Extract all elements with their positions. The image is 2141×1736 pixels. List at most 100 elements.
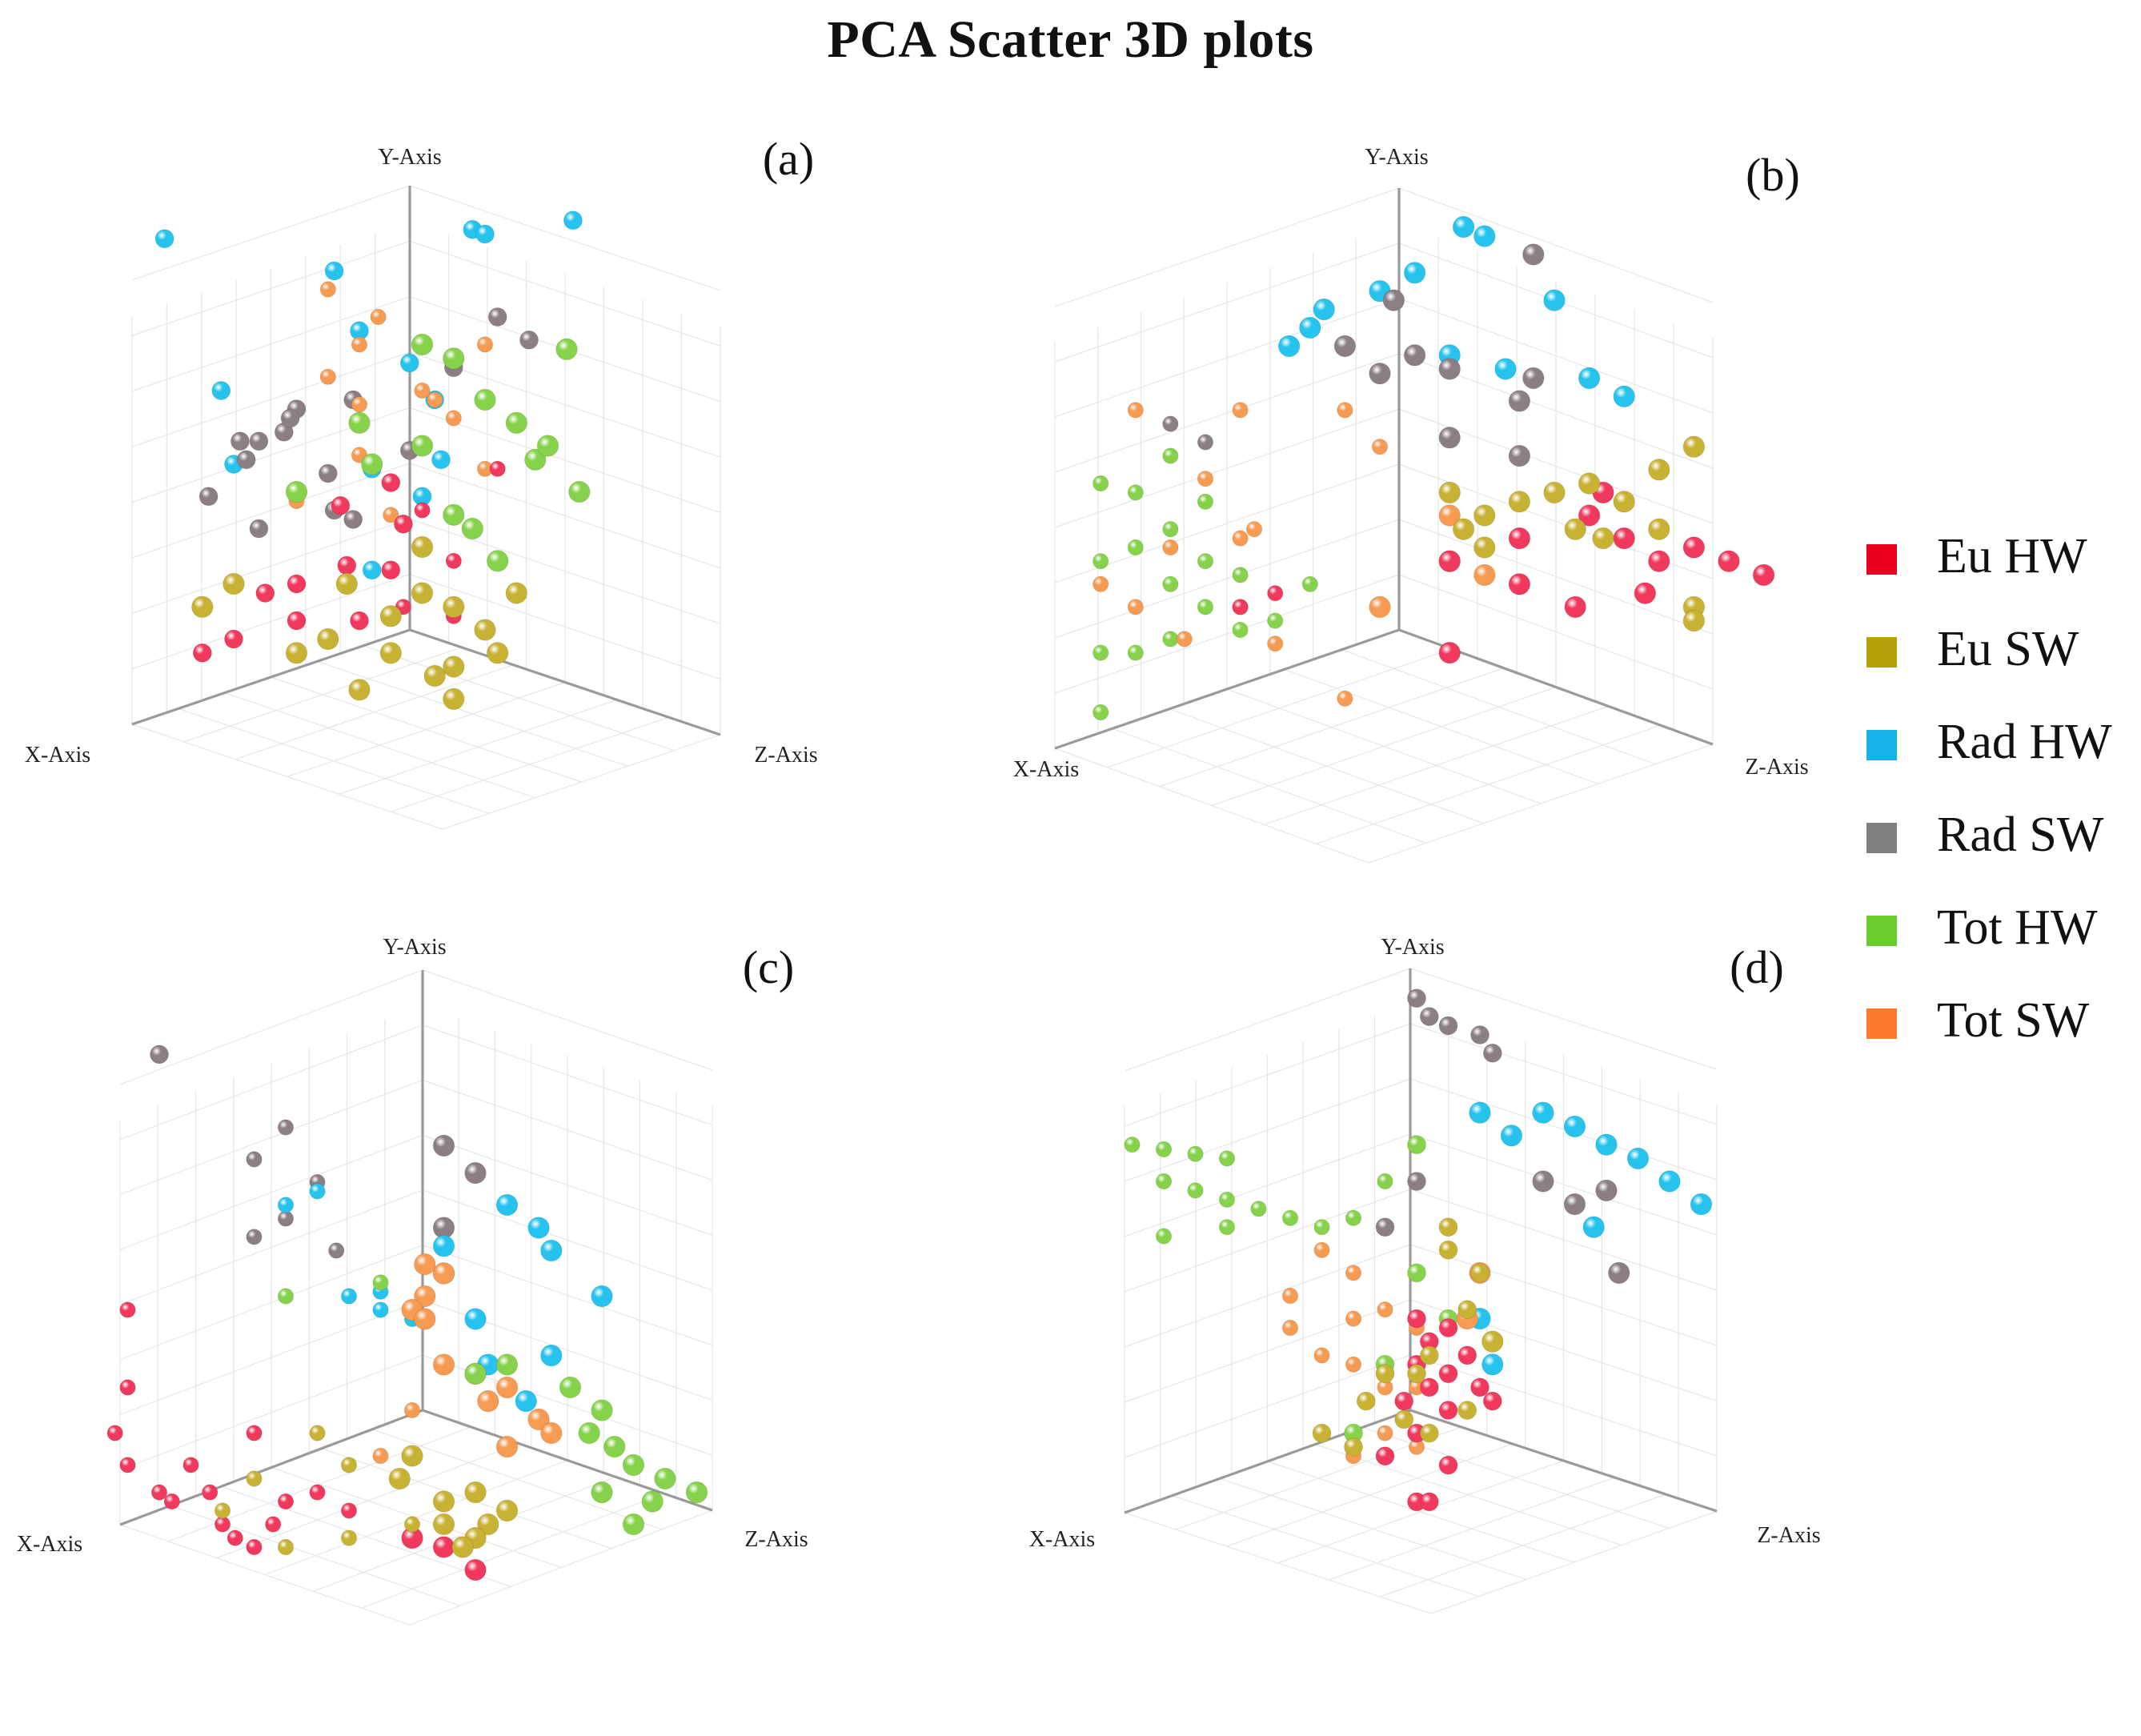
- series-eu-sw: [191, 535, 528, 711]
- data-point: [1124, 1137, 1141, 1153]
- series-rad-hw: [1469, 1101, 1713, 1376]
- legend-label: Rad SW: [1937, 808, 2104, 862]
- data-point: [370, 308, 387, 326]
- data-points: [154, 210, 591, 711]
- x-axis-label: X-Axis: [1029, 1527, 1095, 1552]
- data-point: [1127, 644, 1144, 661]
- data-point: [224, 629, 243, 649]
- data-point: [1377, 1301, 1393, 1318]
- data-point: [1333, 335, 1357, 358]
- data-point: [343, 510, 363, 529]
- data-point: [519, 330, 539, 350]
- data-point: [1582, 1216, 1605, 1238]
- data-point: [1613, 385, 1635, 408]
- legend-label: Tot SW: [1937, 993, 2090, 1048]
- data-point: [443, 347, 465, 370]
- series-eu-sw: [1312, 1217, 1504, 1457]
- data-point: [230, 431, 250, 451]
- data-point: [1438, 1016, 1458, 1036]
- data-point: [393, 514, 413, 534]
- data-point: [1419, 1377, 1439, 1397]
- data-point: [414, 1253, 436, 1276]
- data-point: [1578, 504, 1601, 527]
- data-point: [622, 1513, 645, 1536]
- data-point: [443, 656, 465, 678]
- z-axis-label: Z-Axis: [1757, 1523, 1820, 1548]
- data-point: [1313, 1219, 1330, 1236]
- data-point: [1232, 599, 1249, 615]
- data-point: [119, 1301, 136, 1318]
- data-point: [1634, 582, 1657, 604]
- data-point: [1299, 316, 1321, 339]
- data-point: [1470, 1025, 1489, 1044]
- data-point: [1155, 1141, 1173, 1158]
- z-axis-label: Z-Axis: [754, 743, 817, 768]
- data-point: [432, 1513, 455, 1536]
- grid: [119, 969, 713, 1626]
- legend-label: Rad HW: [1937, 715, 2112, 769]
- data-point: [246, 1151, 263, 1168]
- data-point: [340, 1288, 358, 1305]
- data-point: [277, 1119, 295, 1136]
- data-point: [1508, 491, 1531, 513]
- data-point: [277, 1288, 295, 1305]
- data-point: [379, 642, 403, 664]
- data-point: [505, 582, 528, 604]
- data-point: [540, 1344, 563, 1367]
- data-point: [1595, 1133, 1618, 1156]
- data-point: [1470, 1263, 1489, 1283]
- data-point: [451, 1536, 474, 1558]
- data-point: [1197, 599, 1214, 615]
- data-point: [1563, 1115, 1586, 1138]
- data-point: [265, 1516, 282, 1533]
- data-point: [1218, 1191, 1236, 1209]
- data-point: [540, 1421, 563, 1445]
- series-rad-hw: [154, 210, 583, 580]
- data-point: [1457, 1345, 1477, 1365]
- data-points: [1093, 215, 1775, 721]
- data-point: [1532, 1170, 1554, 1193]
- data-point: [1232, 621, 1249, 639]
- data-point: [1197, 553, 1214, 570]
- data-point: [340, 1457, 358, 1473]
- data-point: [540, 1239, 563, 1262]
- data-point: [1500, 1125, 1523, 1147]
- data-point: [1162, 447, 1179, 464]
- series-tot-sw: [1093, 402, 1496, 707]
- data-point: [563, 210, 583, 231]
- data-point: [1232, 402, 1249, 419]
- data-point: [591, 1285, 613, 1308]
- data-point: [1093, 644, 1109, 661]
- data-point: [1281, 1319, 1299, 1337]
- legend-item-eu-hw: Eu HW: [1865, 528, 2137, 621]
- data-point: [372, 1447, 389, 1465]
- data-point: [1337, 690, 1353, 707]
- data-point: [340, 1530, 358, 1546]
- data-point: [388, 1467, 411, 1490]
- data-point: [591, 1481, 613, 1504]
- data-point: [249, 519, 269, 539]
- data-point: [1482, 1043, 1502, 1063]
- data-point: [1508, 444, 1531, 467]
- data-point: [1648, 550, 1670, 572]
- y-axis-label: Y-Axis: [378, 145, 441, 170]
- data-point: [1481, 1330, 1504, 1353]
- axes: [131, 186, 721, 736]
- legend-item-rad-sw: Rad SW: [1865, 807, 2137, 900]
- data-point: [1613, 491, 1635, 513]
- data-point: [476, 336, 494, 353]
- data-point: [1281, 1209, 1299, 1226]
- data-point: [432, 1353, 455, 1376]
- data-point: [555, 338, 578, 361]
- data-point: [432, 1134, 455, 1157]
- series-eu-hw: [192, 460, 506, 663]
- data-point: [1522, 243, 1545, 266]
- data-point: [287, 611, 307, 631]
- data-point: [1457, 1300, 1477, 1320]
- data-point: [685, 1481, 708, 1504]
- data-point: [1162, 575, 1179, 592]
- data-point: [1419, 1492, 1439, 1512]
- data-point: [246, 1470, 263, 1487]
- data-point: [1155, 1228, 1173, 1245]
- data-point: [1377, 1173, 1393, 1190]
